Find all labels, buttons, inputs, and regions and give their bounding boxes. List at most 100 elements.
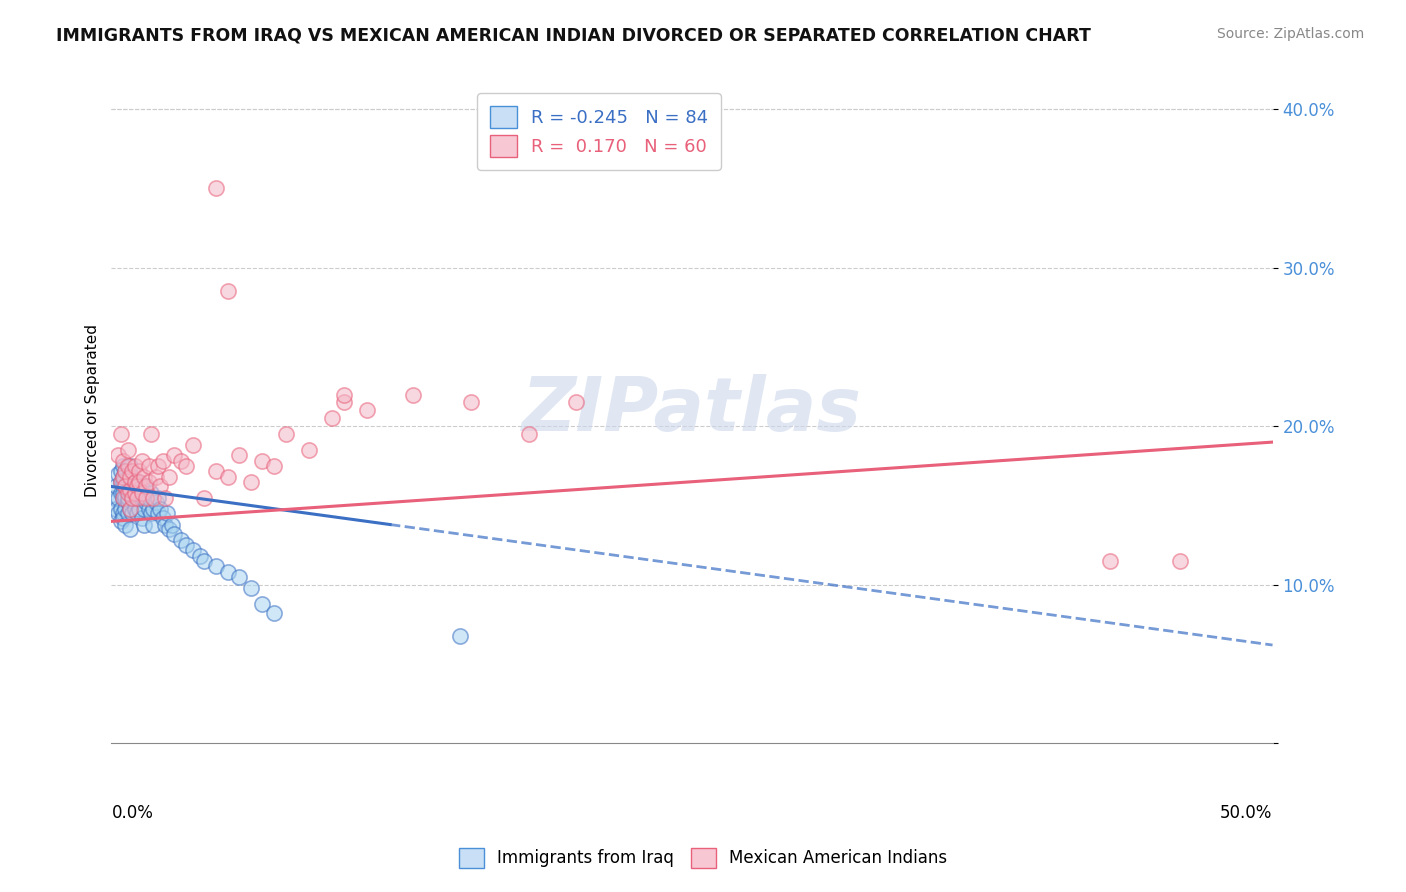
Point [111,470,134,484]
Legend: R = -0.245   N = 84, R =  0.170   N = 60: R = -0.245 N = 84, R = 0.170 N = 60 [477,93,721,169]
Point [217,565,239,579]
Point [117,495,139,509]
Point [181,438,204,452]
Point [205,464,228,478]
Point [111,479,134,493]
Point [125,479,148,493]
Point [111,475,134,489]
Point [193,491,215,505]
Point [117,458,139,473]
Point [332,387,354,401]
Point [193,554,215,568]
Point [146,458,169,473]
Point [117,470,139,484]
Point [121,507,143,521]
Point [121,491,143,505]
Point [128,475,150,489]
Point [111,458,134,473]
Point [105,501,128,516]
Point [131,479,153,493]
Point [124,495,146,509]
Point [107,491,129,505]
Point [449,628,471,642]
Point [117,491,139,505]
Point [138,458,160,473]
Text: 50.0%: 50.0% [1220,804,1272,822]
Point [114,479,136,493]
Point [110,475,132,489]
Point [121,479,143,493]
Point [139,486,162,500]
Point [124,475,146,489]
Point [111,507,134,521]
Point [111,486,134,500]
Point [131,511,153,525]
Point [163,527,186,541]
Text: Source: ZipAtlas.com: Source: ZipAtlas.com [1216,27,1364,41]
Point [121,464,143,478]
Point [139,427,162,442]
Point [121,491,143,505]
Point [138,491,160,505]
Point [125,491,148,505]
Point [132,501,155,516]
Point [132,491,155,505]
Point [153,491,176,505]
Point [263,607,285,621]
Point [105,479,128,493]
Point [124,458,146,473]
Point [110,464,132,478]
Point [149,479,172,493]
Point [239,581,262,595]
Point [252,454,274,468]
Point [156,507,179,521]
Point [117,443,139,458]
Point [142,491,165,505]
Point [114,501,136,516]
Point [114,479,136,493]
Point [111,454,134,468]
Point [131,491,153,505]
Point [128,486,150,500]
Point [111,470,134,484]
Point [163,448,186,462]
Point [132,517,155,532]
Point [205,558,228,573]
Point [298,443,321,458]
Point [107,448,129,462]
Point [132,470,155,484]
Point [114,464,136,478]
Point [142,517,165,532]
Point [146,507,169,521]
Point [114,464,136,478]
Point [159,470,181,484]
Point [110,475,132,489]
Point [145,470,167,484]
Point [124,486,146,500]
Point [117,486,139,500]
Point [263,458,285,473]
Point [170,533,193,548]
Point [149,501,172,516]
Point [111,511,134,525]
Point [145,495,167,509]
Point [128,464,150,478]
Point [118,501,141,516]
Point [135,479,157,493]
Y-axis label: Divorced or Separated: Divorced or Separated [86,324,100,497]
Point [131,486,153,500]
Point [332,395,354,409]
Point [142,501,165,516]
Point [174,458,197,473]
Point [117,483,139,497]
Point [110,427,132,442]
Point [121,470,143,484]
Point [125,479,148,493]
Point [160,517,183,532]
Point [118,483,141,497]
Point [124,486,146,500]
Point [128,475,150,489]
Point [124,475,146,489]
Point [188,549,211,564]
Point [118,479,141,493]
